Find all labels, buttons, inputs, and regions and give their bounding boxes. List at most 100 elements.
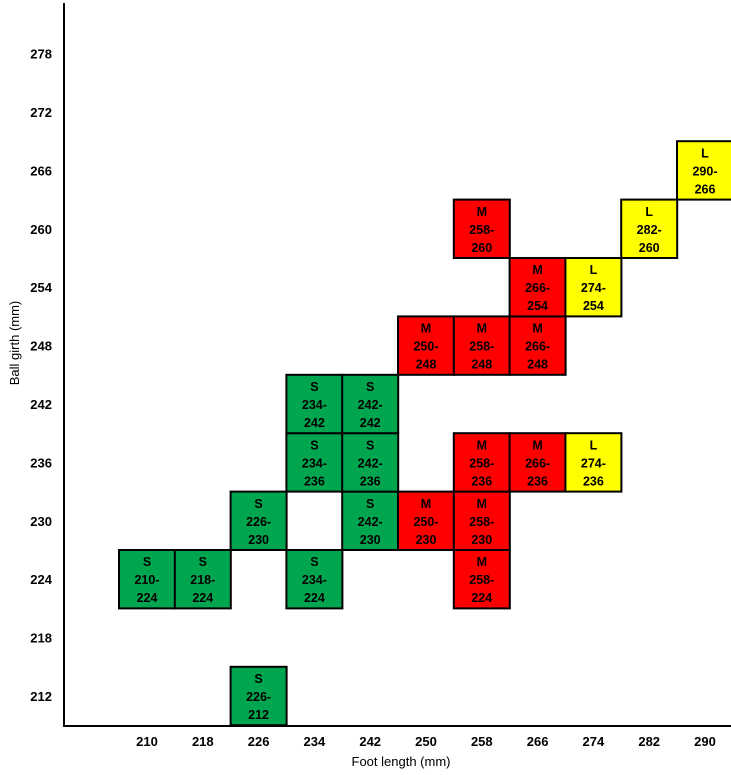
cell-label-line1: 242- — [358, 398, 383, 412]
size-cell-l: L 274- 236 — [564, 432, 623, 493]
x-tick-label: 218 — [192, 734, 214, 749]
cell-box — [676, 140, 731, 201]
size-cell-m: M 266- 248 — [508, 315, 567, 376]
cell-label-size: S — [366, 380, 374, 394]
cell-label-size: L — [645, 205, 653, 219]
cell-label-line2: 230 — [360, 533, 381, 547]
size-cell-m: M 266- 236 — [508, 432, 567, 493]
cell-label-size: S — [310, 555, 318, 569]
size-cell-m: M 258- 224 — [452, 549, 511, 610]
cell-label-line1: 282- — [637, 223, 662, 237]
cell-label-line1: 290- — [692, 164, 717, 178]
cell-label-line1: 258- — [469, 456, 494, 470]
cell-label-size: M — [477, 322, 487, 336]
cell-label-line2: 236 — [471, 474, 492, 488]
cell-label-size: M — [532, 438, 542, 452]
y-tick-label: 266 — [30, 163, 52, 178]
y-tick-label: 224 — [30, 572, 52, 587]
cell-label-line2: 248 — [527, 358, 548, 372]
cell-box — [397, 315, 455, 376]
cell-label-line2: 236 — [583, 474, 604, 488]
cell-label-line1: 218- — [190, 573, 215, 587]
x-tick-label: 234 — [304, 734, 326, 749]
cell-label-line1: 234- — [302, 456, 327, 470]
cell-label-line1: 242- — [358, 456, 383, 470]
cell-label-line1: 210- — [134, 573, 159, 587]
cell-label-size: S — [254, 497, 262, 511]
cell-label-size: L — [590, 263, 598, 277]
cell-label-size: L — [701, 146, 709, 160]
cell-label-size: M — [421, 497, 431, 511]
cell-label-size: M — [532, 322, 542, 336]
cell-label-line2: 236 — [304, 474, 325, 488]
cell-label-size: M — [477, 497, 487, 511]
y-axis-title: Ball girth (mm) — [7, 301, 22, 386]
y-tick-label: 230 — [30, 514, 52, 529]
cell-label-line2: 236 — [360, 474, 381, 488]
cell-label-line2: 236 — [527, 474, 548, 488]
cell-label-line1: 258- — [469, 223, 494, 237]
cell-label-line2: 248 — [416, 358, 437, 372]
cell-box — [285, 432, 344, 493]
cell-box — [564, 257, 623, 318]
size-cell-m: M 258- 248 — [452, 315, 511, 376]
cell-label-size: M — [477, 205, 487, 219]
cell-label-line2: 242 — [360, 416, 381, 430]
cell-label-size: S — [366, 438, 374, 452]
x-axis-title: Foot length (mm) — [352, 754, 451, 769]
cell-label-line1: 250- — [413, 340, 438, 354]
cell-label-size: L — [590, 438, 598, 452]
x-tick-label: 242 — [359, 734, 381, 749]
cell-label-line1: 234- — [302, 573, 327, 587]
y-tick-label: 278 — [30, 47, 52, 62]
y-tick-label: 260 — [30, 222, 52, 237]
cell-box — [173, 549, 232, 610]
cell-box — [229, 490, 288, 552]
cell-label-line1: 234- — [302, 398, 327, 412]
cell-box — [118, 549, 176, 610]
size-cell-s: S 234- 236 — [285, 432, 344, 493]
x-tick-label: 258 — [471, 734, 493, 749]
cell-label-size: S — [143, 555, 151, 569]
cell-box — [452, 490, 511, 552]
cell-box — [452, 432, 511, 493]
cell-label-line2: 224 — [192, 591, 213, 605]
size-cell-s: S 210- 224 — [118, 549, 176, 610]
cell-label-line1: 226- — [246, 515, 271, 529]
cell-label-size: S — [366, 497, 374, 511]
cell-label-line1: 266- — [525, 340, 550, 354]
x-tick-label: 226 — [248, 734, 270, 749]
cell-label-line2: 230 — [471, 533, 492, 547]
size-cell-s: S 242- 236 — [341, 432, 400, 493]
size-cell-s: S 226- 212 — [229, 665, 288, 727]
cell-label-line2: 254 — [527, 299, 548, 313]
cell-label-size: S — [254, 672, 262, 686]
y-tick-labels: 212 218 224 230 236 242 248 254 260 266 272 278 — [30, 47, 52, 704]
cell-label-line2: 266 — [695, 182, 716, 196]
cell-box — [508, 257, 567, 318]
cell-label-line1: 250- — [413, 515, 438, 529]
cell-label-line1: 258- — [469, 340, 494, 354]
cell-label-line1: 274- — [581, 456, 606, 470]
cells-layer: S 226- 212 S 210- 224 S 218- 224 S 234- 224 M 258- 224… — [118, 140, 731, 727]
x-tick-label: 282 — [638, 734, 660, 749]
y-tick-label: 254 — [30, 280, 52, 295]
cell-box — [508, 315, 567, 376]
cell-label-line1: 226- — [246, 690, 271, 704]
cell-label-line2: 242 — [304, 416, 325, 430]
y-tick-label: 218 — [30, 631, 52, 646]
cell-label-size: M — [421, 322, 431, 336]
cell-label-line1: 258- — [469, 515, 494, 529]
size-cell-s: S 218- 224 — [173, 549, 232, 610]
size-cell-l: L 290- 266 — [676, 140, 731, 201]
size-cell-s: S 242- 242 — [341, 373, 400, 435]
cell-label-line2: 254 — [583, 299, 604, 313]
cell-box — [564, 432, 623, 493]
size-cell-m: M 258- 236 — [452, 432, 511, 493]
y-tick-label: 272 — [30, 105, 52, 120]
size-cell-m: M 250- 248 — [397, 315, 455, 376]
cell-label-line1: 266- — [525, 456, 550, 470]
cell-label-line1: 258- — [469, 573, 494, 587]
cell-box — [452, 198, 511, 260]
x-tick-label: 274 — [583, 734, 605, 749]
